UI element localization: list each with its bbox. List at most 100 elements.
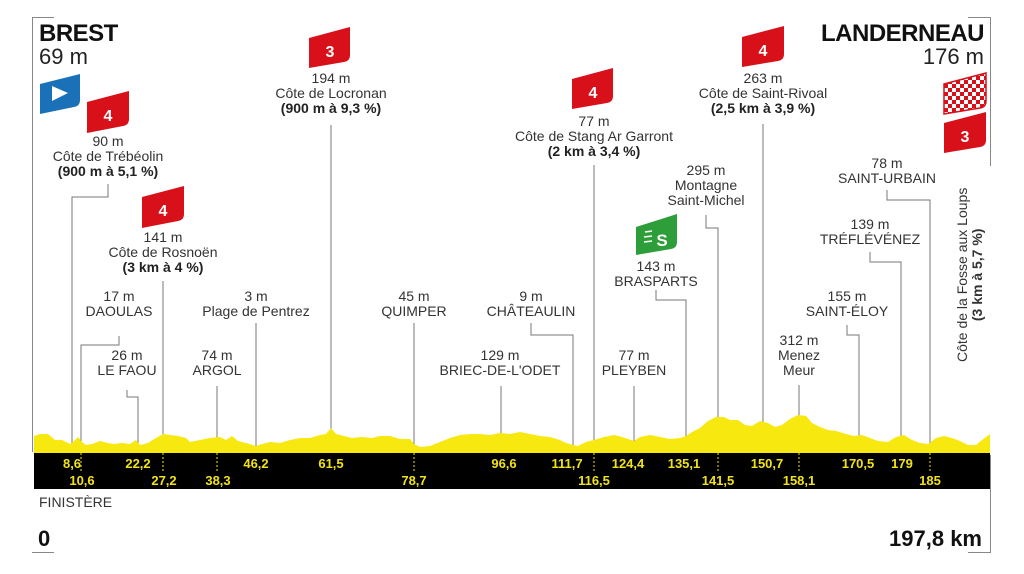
climb-cat4-badge-icon: 4	[572, 68, 613, 109]
place-name: ARGOL	[192, 362, 242, 378]
climb-detail: (900 m à 9,3 %)	[280, 100, 382, 116]
place-label-saint-eloy: 155 m SAINT-ÉLOY	[806, 289, 888, 319]
svg-text:4: 4	[104, 108, 113, 125]
frame-corner-top-right	[968, 17, 990, 18]
svg-text:3: 3	[961, 129, 970, 146]
place-altitude: 129 m	[480, 347, 520, 363]
place-name: QUIMPER	[381, 303, 447, 319]
frame-left-edge	[32, 17, 33, 452]
leader-lines	[71, 124, 931, 446]
frame-corner-bottom-right	[968, 552, 990, 553]
place-label-brasparts: 143 m BRASPARTS	[614, 259, 698, 289]
climb-detail: (900 m à 5,1 %)	[57, 163, 159, 179]
km-mark: 46,2	[243, 456, 269, 471]
start-city-altitude: 69 m	[39, 44, 88, 69]
climb-altitude: 141 m	[143, 229, 183, 245]
climb-detail: (3 km à 4 %)	[122, 259, 204, 275]
km-mark: 135,1	[667, 456, 701, 471]
place-altitude: 143 m	[636, 258, 676, 274]
place-label-plage-de-pentrez: 3 m Plage de Pentrez	[202, 289, 309, 319]
km-mark: 185	[919, 473, 941, 488]
place-name: BRASPARTS	[614, 273, 698, 289]
place-label-chateaulin: 9 m CHÂTEAULIN	[487, 289, 576, 319]
climb-name: Côte de Saint-Rivoal	[698, 85, 828, 101]
climb-cat3-badge-icon: 3	[309, 27, 350, 68]
frame-right-edge	[990, 17, 991, 166]
place-altitude: 45 m	[398, 288, 430, 304]
place-label-treflevenez: 139 m TRÉFLÉVÉNEZ	[820, 217, 920, 247]
place-altitude: 17 m	[103, 288, 135, 304]
place-name: SAINT-URBAIN	[837, 170, 937, 186]
place-name-line2: Saint-Michel	[667, 192, 745, 208]
place-label-argol: 74 m ARGOL	[192, 348, 241, 378]
checkered-flag-icon	[943, 72, 987, 115]
km-mark: 78,7	[401, 473, 427, 488]
km-mark: 38,3	[205, 473, 231, 488]
place-label-briec-de-lodet: 129 m BRIEC-DE-L'ODET	[440, 348, 561, 378]
climb-label-fosse-aux-loups: Côte de la Fosse aux Loups (3 km à 5,7 %…	[954, 187, 985, 362]
place-name: TRÉFLÉVÉNEZ	[819, 231, 921, 247]
climb-altitude: 194 m	[311, 70, 351, 86]
km-mark: 8,6	[62, 456, 82, 471]
km-mark: 150,7	[750, 456, 784, 471]
place-label-menez-meur: 312 m Menez Meur	[778, 333, 820, 378]
climb-name: Côte de Locronan	[275, 85, 387, 101]
finish-city-altitude: 176 m	[922, 44, 984, 69]
km-mark: 179	[891, 456, 913, 471]
frame-corner-bottom-left	[32, 552, 54, 553]
place-altitude: 26 m	[111, 347, 143, 363]
place-label-pleyben: 77 m PLEYBEN	[602, 348, 667, 378]
place-name: PLEYBEN	[601, 362, 667, 378]
km-mark: 10,6	[69, 473, 95, 488]
km-mark: 124,4	[611, 456, 645, 471]
place-label-daoulas: 17 m DAOULAS	[86, 289, 153, 319]
climb-name: Côte de Rosnoën	[108, 244, 218, 260]
climb-altitude: 90 m	[92, 133, 124, 149]
place-name: BRIEC-DE-L'ODET	[439, 362, 561, 378]
climb-label-trebeolin: 90 m Côte de Trébéolin (900 m à 5,1 %)	[53, 134, 164, 179]
svg-text:4: 4	[589, 85, 598, 102]
climb-label-locronan: 194 m Côte de Locronan (900 m à 9,3 %)	[275, 71, 386, 116]
km-mark: 22,2	[125, 456, 151, 471]
place-altitude: 139 m	[850, 216, 890, 232]
km-mark: 27,2	[151, 473, 177, 488]
place-altitude: 9 m	[519, 288, 543, 304]
frame-right-edge-bottom	[990, 455, 991, 553]
place-name: DAOULAS	[85, 303, 153, 319]
place-altitude: 77 m	[618, 347, 650, 363]
climb-label-saint-rivoal: 263 m Côte de Saint-Rivoal (2,5 km à 3,9…	[699, 71, 827, 116]
place-altitude: 295 m	[686, 162, 726, 178]
place-name: CHÂTEAULIN	[486, 303, 576, 319]
place-label-montagne-saint-michel: 295 m Montagne Saint-Michel	[667, 163, 744, 208]
km-mark: 61,5	[318, 456, 344, 471]
climb-detail: (2,5 km à 3,9 %)	[710, 100, 816, 116]
climb-cat4-badge-icon: 4	[87, 91, 129, 133]
place-name: LE FAOU	[97, 362, 157, 378]
km-mark: 116,5	[578, 473, 610, 488]
km-band	[34, 453, 990, 489]
climb-name: Côte de la Fosse aux Loups	[954, 187, 970, 362]
climb-name: Côte de Stang Ar Garront	[515, 128, 673, 144]
place-name: Montagne	[674, 177, 738, 193]
climb-name: Côte de Trébéolin	[52, 148, 164, 164]
km-mark: 141,5	[701, 473, 735, 488]
place-altitude: 74 m	[201, 347, 233, 363]
climb-cat4-badge-icon: 4	[142, 186, 184, 228]
km-mark: 158,1	[782, 473, 816, 488]
place-name: SAINT-ÉLOY	[805, 303, 889, 319]
climb-cat3-badge-icon: 3	[944, 112, 986, 153]
finish-city-name: LANDERNEAU	[821, 20, 985, 47]
svg-text:4: 4	[159, 203, 168, 220]
department-label: FINISTÈRE	[39, 494, 113, 510]
place-label-saint-urbain: 78 m SAINT-URBAIN	[838, 156, 936, 186]
km-mark: 96,6	[491, 456, 517, 471]
place-altitude: 312 m	[779, 332, 819, 348]
climb-label-rosnoen: 141 m Côte de Rosnoën (3 km à 4 %)	[109, 230, 218, 275]
svg-text:S: S	[656, 231, 667, 250]
place-altitude: 78 m	[871, 155, 903, 171]
place-altitude: 155 m	[827, 288, 867, 304]
place-label-quimper: 45 m QUIMPER	[381, 289, 446, 319]
frame-corner-top-left	[32, 17, 54, 18]
km-ticks	[80, 453, 931, 472]
start-km-label: 0	[38, 526, 51, 551]
